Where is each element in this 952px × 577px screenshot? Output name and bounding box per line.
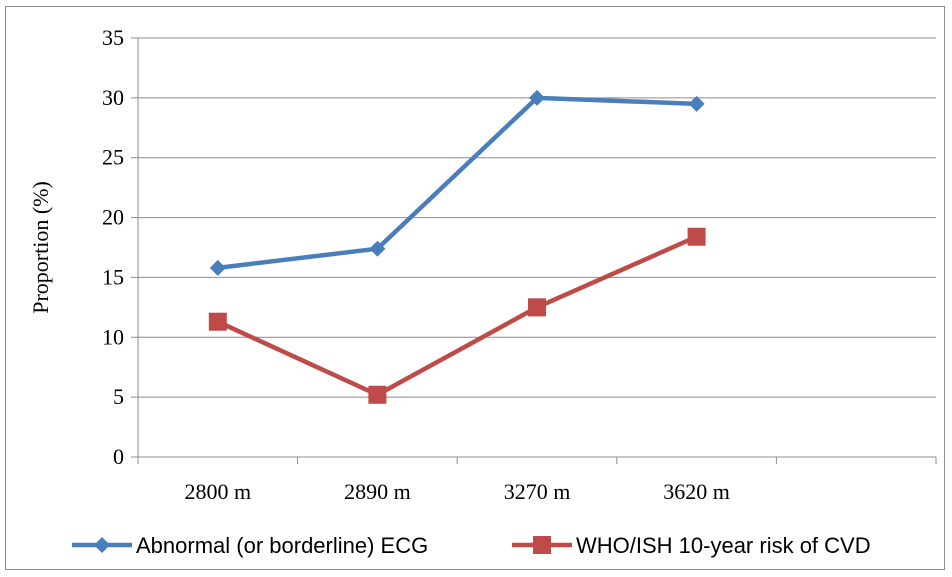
legend: Abnormal (or borderline) ECG WHO/ISH 10-y… <box>72 533 871 558</box>
data-point-diamond <box>209 259 226 276</box>
data-point-square <box>687 227 706 246</box>
legend-item: Abnormal (or borderline) ECG <box>72 533 428 558</box>
x-tick-label: 3270 m <box>504 479 571 504</box>
y-tick-label: 30 <box>102 85 124 110</box>
series-line <box>216 234 698 397</box>
y-tick-label: 10 <box>102 324 124 349</box>
legend-marker-diamond <box>94 537 110 553</box>
legend-item: WHO/ISH 10-year risk of CVD <box>512 533 871 558</box>
y-tick-label: 35 <box>102 25 124 50</box>
y-tick-label: 15 <box>102 264 124 289</box>
y-tick-label: 25 <box>102 145 124 170</box>
legend-label: WHO/ISH 10-year risk of CVD <box>576 533 871 558</box>
data-point-diamond <box>688 95 705 112</box>
x-tick-label: 3620 m <box>663 479 730 504</box>
legend-label: Abnormal (or borderline) ECG <box>136 533 428 558</box>
x-tick-label: 2890 m <box>344 479 411 504</box>
data-point-diamond <box>369 240 386 257</box>
y-tick-labels: 0 5 10 15 20 25 30 35 <box>102 25 124 469</box>
axes <box>131 37 937 464</box>
data-point-diamond <box>529 89 545 106</box>
y-axis-title: Proportion (%) <box>28 181 53 314</box>
legend-marker-square <box>533 536 551 554</box>
x-tick-label: 2800 m <box>184 479 251 504</box>
series-who-ish-cvd-risk <box>208 227 706 404</box>
data-point-square <box>368 385 387 404</box>
y-tick-label: 5 <box>113 384 124 409</box>
data-point-square <box>208 312 227 331</box>
x-tick-labels: 2800 m 2890 m 3270 m 3620 m <box>184 479 729 504</box>
data-point-square <box>528 298 546 317</box>
y-tick-label: 0 <box>113 444 124 469</box>
chart-frame: 0 5 10 15 20 25 30 35 2800 m 2890 m 3270 m 3620 m … <box>5 6 945 570</box>
series-line <box>217 95 697 271</box>
series-abnormal-ecg <box>209 89 705 276</box>
y-tick-label: 20 <box>102 205 124 230</box>
series <box>208 89 706 404</box>
